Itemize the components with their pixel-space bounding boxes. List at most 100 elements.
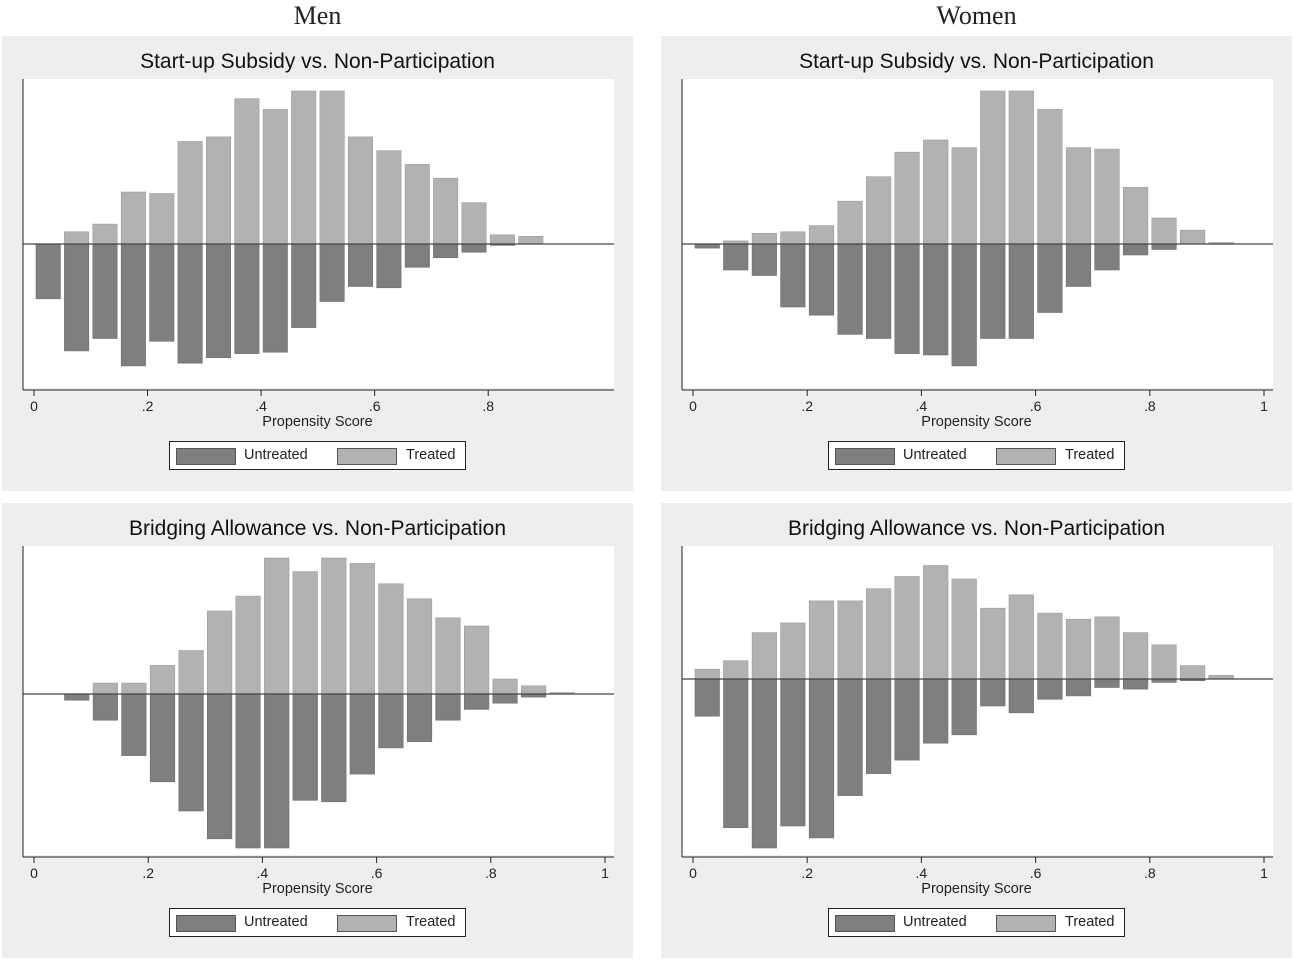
bar-treated [1065, 147, 1092, 245]
bar-untreated [837, 678, 863, 796]
bar-treated [518, 236, 544, 245]
bar-treated [149, 193, 175, 245]
legend-swatch-treated [996, 915, 1056, 932]
bar-untreated [378, 693, 404, 749]
bar-treated [149, 665, 176, 695]
bar-treated [492, 678, 518, 695]
legend-label-untreated: Untreated [244, 914, 308, 930]
bar-untreated [951, 243, 977, 367]
bar-untreated [723, 243, 749, 271]
x-tick-label: .2 [142, 865, 154, 881]
bar-untreated [347, 243, 373, 287]
bar-untreated [206, 243, 232, 358]
bar-treated [1094, 148, 1120, 245]
legend-swatch-untreated [176, 915, 236, 932]
bar-untreated [866, 678, 892, 774]
x-tick-label: 1 [601, 865, 609, 881]
legend-swatch-untreated [835, 915, 895, 932]
legend: Untreated Treated [828, 441, 1125, 470]
bar-treated [349, 563, 375, 695]
bar-treated [321, 557, 347, 695]
chart-title: Bridging Allowance vs. Non-Participation [787, 517, 1166, 540]
bar-treated [1037, 109, 1063, 245]
bar-untreated [751, 243, 777, 276]
histogram-svg: 0 .2 .4 .6 .8 [22, 79, 614, 414]
bar-untreated [433, 243, 459, 258]
bar-treated [866, 176, 892, 245]
bar-treated [751, 233, 777, 245]
x-tick-label: .4 [255, 398, 267, 414]
histogram-svg: 0 .2 .4 .6 .8 1 [681, 79, 1273, 414]
bar-untreated [207, 693, 233, 840]
x-tick-label: .8 [1144, 865, 1156, 881]
legend-label-treated: Treated [1065, 914, 1115, 930]
bar-untreated [349, 693, 375, 775]
x-tick-label: .8 [1144, 398, 1156, 414]
bar-treated [1151, 217, 1177, 245]
bar-untreated [1008, 243, 1034, 339]
x-tick-label: 0 [689, 865, 697, 881]
chart-title: Start-up Subsidy vs. Non-Participation [140, 50, 495, 73]
bar-untreated [492, 693, 518, 704]
bar-untreated [1151, 243, 1177, 250]
bar-treated [1065, 618, 1092, 680]
bar-treated [808, 225, 835, 245]
bar-untreated [780, 678, 806, 827]
bar-treated [951, 578, 977, 680]
bar-treated [206, 136, 232, 245]
bar-treated [520, 685, 547, 695]
bar-untreated [1094, 243, 1120, 271]
bar-untreated [694, 243, 720, 249]
bar-treated [780, 622, 806, 680]
bar-untreated [694, 678, 720, 717]
bar-treated [121, 682, 147, 695]
x-tick-label: 0 [689, 398, 697, 414]
bar-treated [723, 660, 749, 680]
chart-title: Start-up Subsidy vs. Non-Participation [799, 50, 1154, 73]
bar-treated [376, 150, 402, 245]
bar-treated [404, 164, 430, 245]
legend-label-treated: Treated [1065, 447, 1115, 463]
bar-treated [1179, 665, 1206, 680]
bar-treated [951, 147, 977, 245]
x-tick-label: .2 [801, 398, 813, 414]
x-tick-label: 0 [30, 398, 38, 414]
x-tick-label: .6 [1030, 398, 1042, 414]
bar-untreated [866, 243, 892, 339]
bar-treated [1122, 187, 1149, 245]
bar-treated [433, 177, 459, 245]
chart-panel: Bridging Allowance vs. Non-Participation… [661, 503, 1292, 958]
bar-treated [489, 234, 515, 245]
bar-treated [1008, 594, 1034, 680]
x-tick-label: .6 [1030, 865, 1042, 881]
bar-treated [1008, 90, 1034, 245]
bar-treated [461, 202, 487, 245]
bar-untreated [234, 243, 260, 354]
bar-treated [178, 650, 204, 695]
bar-treated [207, 610, 233, 695]
legend: Untreated Treated [169, 908, 466, 937]
bar-treated [92, 223, 118, 245]
bar-untreated [149, 693, 176, 783]
column-title-men: Men [293, 1, 342, 30]
bar-treated [235, 595, 261, 695]
x-tick-label: 1 [1260, 865, 1268, 881]
bar-untreated [461, 243, 487, 253]
bar-treated [92, 682, 118, 695]
bar-treated [406, 598, 433, 695]
bar-treated [751, 632, 777, 680]
bar-treated [347, 136, 373, 245]
legend-label-treated: Treated [406, 914, 456, 930]
bar-treated [923, 139, 949, 245]
histogram-svg: 0 .2 .4 .6 .8 1 [681, 546, 1273, 881]
bar-untreated [319, 243, 345, 302]
bar-treated [837, 200, 863, 245]
bar-untreated [292, 693, 318, 801]
bar-treated [1151, 644, 1177, 680]
legend-swatch-untreated [176, 448, 236, 465]
bar-untreated [1094, 678, 1120, 688]
bar-untreated [751, 678, 777, 849]
bar-untreated [235, 693, 261, 849]
bar-untreated [923, 243, 949, 356]
bar-treated [120, 191, 146, 245]
